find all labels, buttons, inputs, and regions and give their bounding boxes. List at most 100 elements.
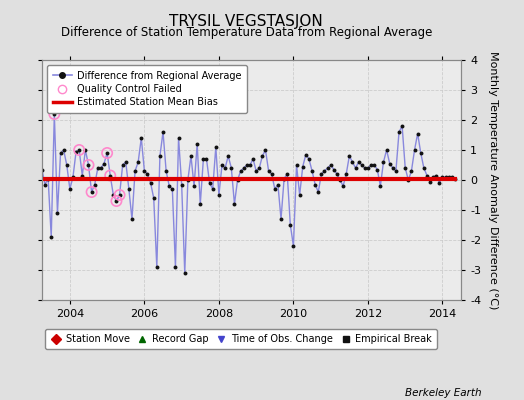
Point <box>227 165 235 171</box>
Point <box>59 147 68 153</box>
Point <box>171 264 180 270</box>
Point <box>199 156 208 162</box>
Point <box>103 150 111 156</box>
Point <box>326 162 335 168</box>
Point <box>75 147 83 153</box>
Point <box>386 160 394 167</box>
Point <box>202 156 211 162</box>
Point <box>137 135 146 141</box>
Point <box>230 201 238 207</box>
Point <box>94 165 102 171</box>
Point <box>330 166 338 173</box>
Point <box>367 162 375 168</box>
Point <box>392 168 400 174</box>
Point <box>268 171 276 177</box>
Point <box>364 165 372 171</box>
Point <box>258 153 267 159</box>
Point <box>57 150 65 156</box>
Point <box>205 180 214 186</box>
Point <box>159 129 167 135</box>
Point <box>308 168 316 174</box>
Point <box>407 168 416 174</box>
Point <box>401 165 409 171</box>
Point <box>395 129 403 135</box>
Point <box>106 172 114 179</box>
Point <box>361 165 369 171</box>
Point <box>168 186 177 192</box>
Point <box>41 181 49 188</box>
Point <box>112 198 121 204</box>
Point <box>97 165 105 171</box>
Point <box>435 180 444 186</box>
Point <box>215 192 223 198</box>
Point <box>417 150 425 156</box>
Point <box>246 162 254 168</box>
Point <box>370 162 378 168</box>
Point <box>379 159 388 165</box>
Point <box>333 171 341 177</box>
Point <box>342 171 351 177</box>
Y-axis label: Monthly Temperature Anomaly Difference (°C): Monthly Temperature Anomaly Difference (… <box>488 51 498 309</box>
Point <box>299 163 307 170</box>
Point <box>38 166 46 173</box>
Point <box>314 189 322 195</box>
Point <box>62 162 71 168</box>
Point <box>243 162 251 168</box>
Point <box>112 198 121 204</box>
Point <box>352 165 360 171</box>
Point <box>270 186 279 192</box>
Point <box>196 201 204 207</box>
Point <box>261 147 270 153</box>
Point <box>410 147 419 153</box>
Point <box>305 156 313 162</box>
Point <box>91 181 99 188</box>
Point <box>69 174 77 180</box>
Point <box>50 111 59 117</box>
Point <box>398 123 406 129</box>
Point <box>53 210 62 216</box>
Point <box>140 168 149 174</box>
Point <box>451 175 459 182</box>
Point <box>404 177 412 183</box>
Point <box>265 168 273 174</box>
Point <box>75 147 83 153</box>
Point <box>122 159 130 165</box>
Point <box>354 159 363 165</box>
Text: Difference of Station Temperature Data from Regional Average: Difference of Station Temperature Data f… <box>61 26 432 39</box>
Point <box>233 177 242 183</box>
Point <box>143 171 151 177</box>
Point <box>255 165 264 171</box>
Point <box>181 270 189 276</box>
Text: TRYSIL VEGSTASJON: TRYSIL VEGSTASJON <box>169 14 323 29</box>
Point <box>383 147 391 153</box>
Point <box>78 172 86 179</box>
Point <box>146 180 155 186</box>
Point <box>438 174 446 180</box>
Legend: Station Move, Record Gap, Time of Obs. Change, Empirical Break: Station Move, Record Gap, Time of Obs. C… <box>45 330 437 349</box>
Point <box>432 172 441 179</box>
Point <box>289 243 298 249</box>
Point <box>149 195 158 201</box>
Point <box>296 192 304 198</box>
Point <box>125 186 133 192</box>
Point <box>178 181 186 188</box>
Point <box>103 150 111 156</box>
Point <box>128 216 136 222</box>
Point <box>152 264 161 270</box>
Point <box>66 186 74 192</box>
Point <box>218 162 226 168</box>
Point <box>84 162 93 168</box>
Point <box>193 141 201 147</box>
Point <box>280 175 288 182</box>
Point <box>162 168 170 174</box>
Point <box>224 153 233 159</box>
Point <box>339 183 347 189</box>
Point <box>426 178 434 185</box>
Point <box>286 222 294 228</box>
Point <box>323 165 332 171</box>
Point <box>413 130 422 137</box>
Text: Berkeley Earth: Berkeley Earth <box>406 388 482 398</box>
Point <box>221 165 230 171</box>
Point <box>174 135 183 141</box>
Point <box>348 159 357 165</box>
